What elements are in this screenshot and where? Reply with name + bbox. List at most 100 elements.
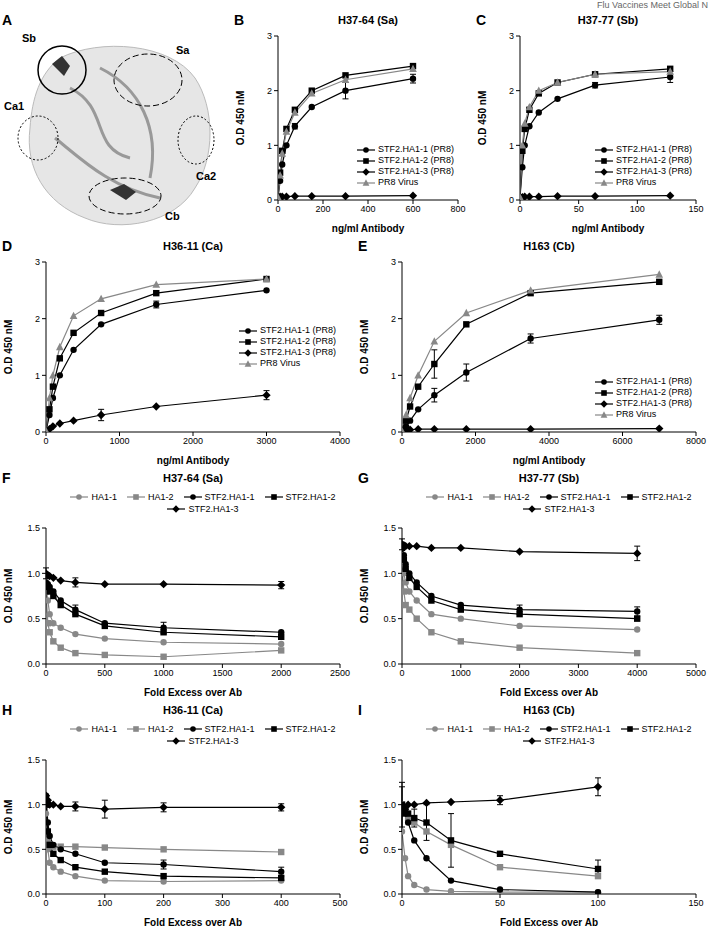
svg-text:1: 1	[509, 141, 514, 151]
svg-text:100: 100	[97, 898, 112, 908]
html-text:H37-77 (Sb): H37-77 (Sb)	[577, 14, 639, 26]
svg-text:0.0: 0.0	[383, 659, 396, 669]
svg-text:0: 0	[399, 668, 404, 678]
svg-text:O.D 450 nM: O.D 450 nM	[477, 91, 488, 145]
html-text:H37-77 (Sb): H37-77 (Sb)	[518, 472, 580, 484]
svg-text:O.D 450 nM: O.D 450 nM	[3, 320, 14, 374]
svg-text:50: 50	[574, 204, 584, 214]
svg-text:0: 0	[35, 427, 40, 437]
svg-text:1000: 1000	[109, 436, 129, 446]
svg-text:1.5: 1.5	[27, 523, 40, 533]
svg-text:500: 500	[332, 898, 347, 908]
svg-text:1: 1	[391, 371, 396, 381]
html-text:H37-64 (Sa): H37-64 (Sa)	[163, 472, 223, 484]
svg-text:2: 2	[509, 86, 514, 96]
svg-text:100: 100	[630, 204, 645, 214]
svg-text:8000: 8000	[686, 436, 706, 446]
svg-text:0.0: 0.0	[27, 659, 40, 669]
svg-text:0.5: 0.5	[27, 845, 40, 855]
svg-text:O.D 450 nM: O.D 450 nM	[359, 320, 370, 374]
svg-text:150: 150	[688, 898, 703, 908]
svg-text:Fold Excess over Ab: Fold Excess over Ab	[500, 687, 598, 698]
svg-text:0: 0	[391, 427, 396, 437]
svg-text:2: 2	[391, 314, 396, 324]
svg-text:1.5: 1.5	[383, 755, 396, 765]
svg-text:O.D 450 nM: O.D 450 nM	[3, 800, 14, 854]
svg-text:0: 0	[275, 204, 280, 214]
svg-text:6000: 6000	[612, 436, 632, 446]
svg-text:0: 0	[267, 195, 272, 205]
svg-text:150: 150	[688, 204, 703, 214]
html-text:H36-11 (Ca): H36-11 (Ca)	[163, 240, 223, 252]
svg-text:0: 0	[399, 436, 404, 446]
svg-text:400: 400	[274, 898, 289, 908]
svg-text:1000: 1000	[451, 668, 471, 678]
svg-text:3: 3	[267, 31, 272, 41]
html-text:H37-64 (Sa): H37-64 (Sa)	[338, 14, 398, 26]
svg-text:Ca1: Ca1	[4, 100, 24, 112]
svg-text:0: 0	[517, 204, 522, 214]
svg-text:0: 0	[43, 898, 48, 908]
svg-text:Ca2: Ca2	[196, 170, 216, 182]
svg-text:2000: 2000	[510, 668, 530, 678]
svg-text:1.5: 1.5	[383, 523, 396, 533]
svg-text:0.5: 0.5	[383, 614, 396, 624]
html-text:H163 (Cb): H163 (Cb)	[523, 240, 575, 252]
svg-text:1.0: 1.0	[383, 800, 396, 810]
svg-text:O.D 450 nM: O.D 450 nM	[235, 91, 246, 145]
svg-text:5000: 5000	[686, 668, 706, 678]
svg-text:0.5: 0.5	[27, 614, 40, 624]
svg-text:300: 300	[215, 898, 230, 908]
svg-text:2000: 2000	[271, 668, 291, 678]
svg-text:400: 400	[360, 204, 375, 214]
svg-text:Fold Excess over Ab: Fold Excess over Ab	[500, 917, 598, 928]
svg-text:200: 200	[315, 204, 330, 214]
svg-text:4000: 4000	[539, 436, 559, 446]
svg-text:3000: 3000	[568, 668, 588, 678]
svg-text:O.D 450 nM: O.D 450 nM	[359, 569, 370, 623]
svg-text:200: 200	[156, 898, 171, 908]
svg-text:100: 100	[590, 898, 605, 908]
svg-text:1500: 1500	[212, 668, 232, 678]
svg-text:Fold Excess over Ab: Fold Excess over Ab	[144, 917, 242, 928]
svg-text:4000: 4000	[330, 436, 350, 446]
svg-text:ng/ml Antibody: ng/ml Antibody	[332, 223, 405, 234]
svg-text:3: 3	[509, 31, 514, 41]
svg-text:Fold Excess over Ab: Fold Excess over Ab	[144, 687, 242, 698]
svg-text:2000: 2000	[465, 436, 485, 446]
svg-text:0: 0	[43, 668, 48, 678]
svg-text:O.D 450 nM: O.D 450 nM	[359, 800, 370, 854]
svg-text:500: 500	[97, 668, 112, 678]
svg-text:0.5: 0.5	[383, 845, 396, 855]
svg-text:1.0: 1.0	[27, 800, 40, 810]
svg-text:2500: 2500	[330, 668, 350, 678]
svg-text:50: 50	[495, 898, 505, 908]
svg-text:2000: 2000	[183, 436, 203, 446]
svg-text:Cb: Cb	[165, 210, 180, 222]
svg-text:1.0: 1.0	[27, 569, 40, 579]
svg-text:ng/ml Antibody: ng/ml Antibody	[572, 223, 645, 234]
svg-text:1: 1	[267, 141, 272, 151]
svg-text:1.0: 1.0	[383, 569, 396, 579]
svg-text:0: 0	[399, 898, 404, 908]
svg-text:3000: 3000	[256, 436, 276, 446]
svg-text:Sa: Sa	[176, 44, 190, 56]
svg-text:4000: 4000	[627, 668, 647, 678]
svg-text:O.D 450 nM: O.D 450 nM	[3, 569, 14, 623]
svg-text:0.0: 0.0	[27, 889, 40, 899]
svg-text:1: 1	[35, 371, 40, 381]
svg-text:1000: 1000	[154, 668, 174, 678]
svg-text:2: 2	[35, 314, 40, 324]
svg-text:3: 3	[35, 257, 40, 267]
svg-text:600: 600	[405, 204, 420, 214]
svg-text:ng/ml Antibody: ng/ml Antibody	[513, 455, 586, 466]
svg-text:Sb: Sb	[22, 32, 36, 44]
svg-text:3: 3	[391, 257, 396, 267]
svg-text:0.0: 0.0	[383, 889, 396, 899]
svg-text:0: 0	[509, 195, 514, 205]
svg-text:800: 800	[450, 204, 465, 214]
svg-text:ng/ml Antibody: ng/ml Antibody	[157, 455, 230, 466]
svg-text:0: 0	[43, 436, 48, 446]
svg-text:2: 2	[267, 86, 272, 96]
svg-text:1.5: 1.5	[27, 755, 40, 765]
